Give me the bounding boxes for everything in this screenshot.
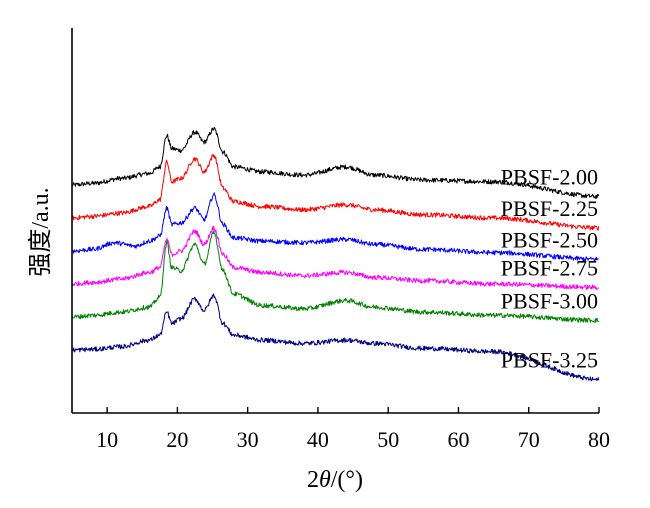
x-tick-label: 50 [377, 427, 399, 452]
x-tick-label: 70 [518, 427, 540, 452]
series-label-pbsf-2-00: PBSF-2.00 [501, 165, 598, 190]
x-tick-label: 20 [166, 427, 188, 452]
x-axis-title-theta: θ [319, 467, 331, 493]
plot-series [71, 126, 600, 382]
series-line-pbsf-2-75 [71, 225, 599, 290]
x-axis-title-number: 2 [307, 467, 319, 493]
series-labels: PBSF-2.00 PBSF-2.25 PBSF-2.50 PBSF-2.75 PBSF… [501, 165, 598, 373]
x-ticks: 10 20 30 40 50 60 70 80 [96, 407, 610, 452]
x-axis-title-unit: /(°) [331, 467, 363, 493]
x-tick-label: 40 [307, 427, 329, 452]
series-label-pbsf-2-75: PBSF-2.75 [501, 255, 598, 280]
y-axis-title: 强度/a.u. [27, 187, 54, 276]
series-line-pbsf-3-00 [71, 230, 600, 323]
series-label-pbsf-3-00: PBSF-3.00 [501, 288, 598, 313]
x-tick-label: 60 [447, 427, 469, 452]
x-axis-title: 2θ/(°) [307, 467, 363, 493]
x-tick-label: 80 [588, 427, 610, 452]
x-tick-label: 10 [96, 427, 118, 452]
series-label-pbsf-3-25: PBSF-3.25 [501, 348, 598, 373]
x-tick-label: 30 [237, 427, 259, 452]
series-line-pbsf-2-00 [71, 126, 600, 200]
series-line-pbsf-3-25 [71, 293, 600, 382]
series-line-pbsf-2-50 [71, 192, 599, 262]
series-label-pbsf-2-50: PBSF-2.50 [501, 227, 598, 252]
series-label-pbsf-2-25: PBSF-2.25 [501, 196, 598, 221]
series-line-pbsf-2-25 [71, 154, 600, 231]
